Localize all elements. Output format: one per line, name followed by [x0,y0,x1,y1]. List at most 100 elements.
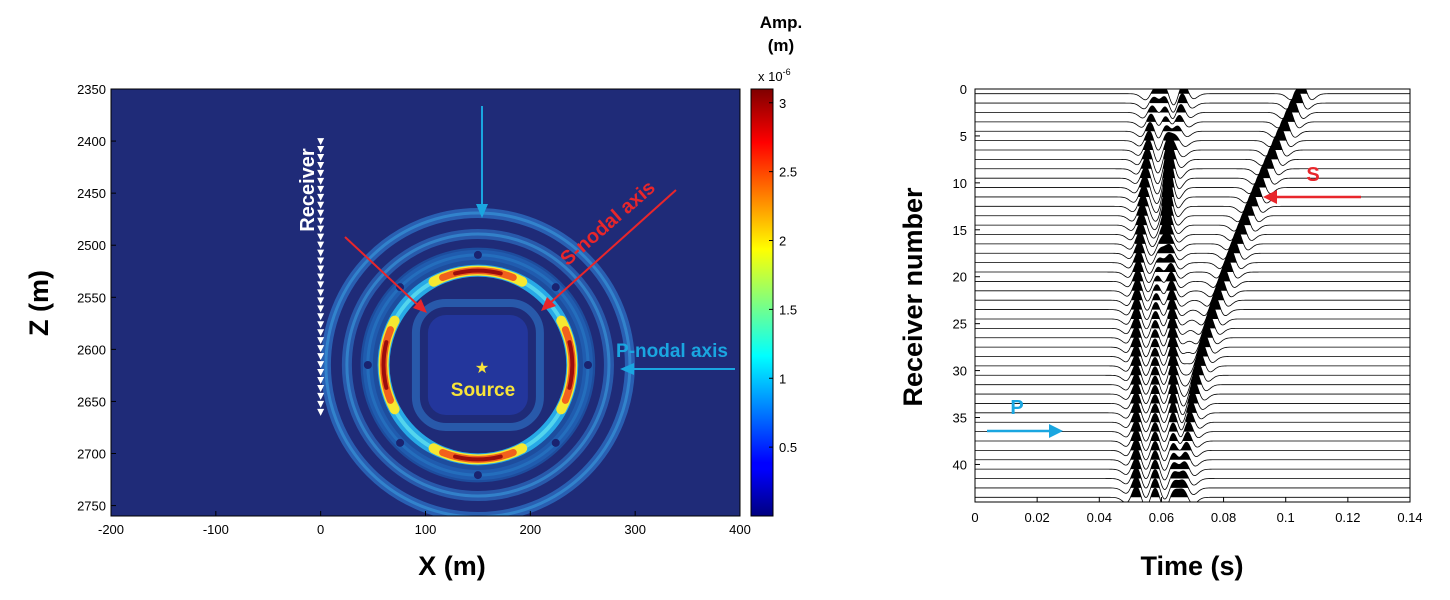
trace-wiggle [975,429,1410,452]
trace-positive-fill [1133,249,1237,263]
trace-wiggle [975,438,1410,462]
receiver-triangle-icon [317,146,325,154]
heatmap-x-ticks: -200 -100 0 100 200 300 400 [98,511,751,537]
trace-wiggle [975,267,1410,293]
colorbar-title-line1: Amp. [760,13,803,32]
nodal-point [551,438,560,447]
trace-wiggle [975,89,1410,106]
seismogram-x-tick-label: 0.04 [1087,510,1112,525]
trace-wiggle [975,248,1410,274]
s-arrow-left-shaft [344,236,420,307]
colorbar-tick-label: 0.5 [779,440,797,455]
receiver-triangle-icon [317,177,325,185]
trace-wiggle [975,370,1410,397]
heatmap-x-tick-label: 0 [317,522,324,537]
receiver-triangle-icon [317,313,325,321]
receiver-triangle-icon [317,392,325,400]
heatmap-field [320,208,635,516]
heatmap-y-tick-label: 2500 [77,238,106,253]
trace-wiggle [975,333,1410,358]
receiver-triangle-icon [317,345,325,353]
receiver-triangle-icon [317,400,325,408]
trace-positive-fill [1132,267,1231,282]
seismogram-y-axis-label: Receiver number [898,187,928,407]
trace-wiggle [975,126,1410,151]
colorbar-tick-label: 3 [779,96,786,111]
heatmap-x-axis-label: X (m) [418,551,486,581]
trace-positive-fill [1131,314,1216,329]
seismogram-frame [974,88,1411,503]
trace-wiggle [975,466,1410,490]
trace-wiggle [975,295,1410,320]
trace-wiggle [975,89,1410,113]
p-nodal-axis-label: P-nodal axis [616,341,728,362]
heatmap-y-tick-label: 2750 [77,499,106,514]
trace-wiggle [975,239,1410,265]
heatmap-y-tick-label: 2600 [77,342,106,357]
high-amp-lobe-peak [453,454,503,462]
trace-wiggle [975,154,1410,195]
receiver-triangle-icon [317,273,325,281]
seismogram-x-tick-label: 0.14 [1397,510,1422,525]
trace-positive-fill [1131,458,1190,470]
p-wave-label: P [1010,397,1023,419]
seismogram-annotations: S P [987,164,1361,438]
colorbar-tick-label: 1.5 [779,302,797,317]
trace-wiggle [975,380,1410,407]
trace-wiggle [975,304,1410,330]
trace-positive-fill [1131,486,1188,498]
receiver-triangle-icon [317,408,325,416]
seismogram-y-tick-label: 15 [953,223,967,238]
trace-positive-fill [1131,467,1189,479]
colorbar-title-line2: (m) [768,36,794,55]
trace-wiggle [975,147,1410,185]
heatmap-y-tick-label: 2350 [77,82,106,97]
outer-wavefront-core [345,232,611,498]
trace-wiggle [975,194,1410,231]
nodal-point [363,360,372,369]
trace-wiggle [975,117,1410,139]
seismogram-x-tick-label: 0.08 [1211,510,1236,525]
colorbar: 0.5 1 1.5 2 2.5 3 Amp. (m) x 10-6 [750,13,803,517]
high-amp-lobe-peak [453,268,503,276]
receiver-triangle-icon [317,265,325,273]
receiver-triangle-icon [317,233,325,241]
colorbar-multiplier: x 10-6 [758,67,791,84]
receiver-triangle-icon [317,225,325,233]
trace-wiggle [975,107,1410,129]
receiver-triangle-icon [317,257,325,265]
trace-wiggle [975,162,1410,204]
seismogram-x-tick-label: 0.02 [1024,510,1049,525]
seismogram-x-tick-label: 0.1 [1277,510,1295,525]
heatmap-panel: -200 -100 0 100 200 300 400 2350 2400 2450 2500 25… [24,13,802,581]
trace-positive-fill [1135,230,1244,244]
receiver-triangle-icon [317,281,325,289]
receiver-triangle-icon [317,217,325,225]
heatmap-x-tick-label: 300 [624,522,646,537]
seismogram-y-tick-label: 10 [953,176,967,191]
colorbar-tick-label: 2 [779,234,786,249]
trace-positive-fill [1131,476,1189,488]
trace-wiggle [975,182,1410,222]
trace-positive-fill [1148,98,1299,113]
trace-wiggle [975,485,1410,502]
heatmap-x-tick-label: -200 [98,522,124,537]
heatmap-y-tick-label: 2700 [77,447,106,462]
receiver-triangle-icon [317,353,325,361]
s-arrow-right-shaft [549,189,677,304]
trace-wiggle [975,207,1410,239]
trace-wiggle [975,361,1410,387]
receiver-triangle-icon [317,249,325,257]
inner-zone [427,314,528,415]
seismogram-background [975,89,1410,502]
receiver-triangle-icon [317,297,325,305]
receiver-array [317,138,325,416]
receiver-triangle-icon [317,185,325,193]
trace-wiggle [975,323,1410,348]
trace-positive-fill [1151,89,1308,94]
seismogram-y-tick-label: 5 [960,129,967,144]
receiver-triangle-icon [317,376,325,384]
colorbar-gradient [750,88,774,517]
trace-wiggle [975,457,1410,481]
trace-wiggle [975,230,1410,256]
